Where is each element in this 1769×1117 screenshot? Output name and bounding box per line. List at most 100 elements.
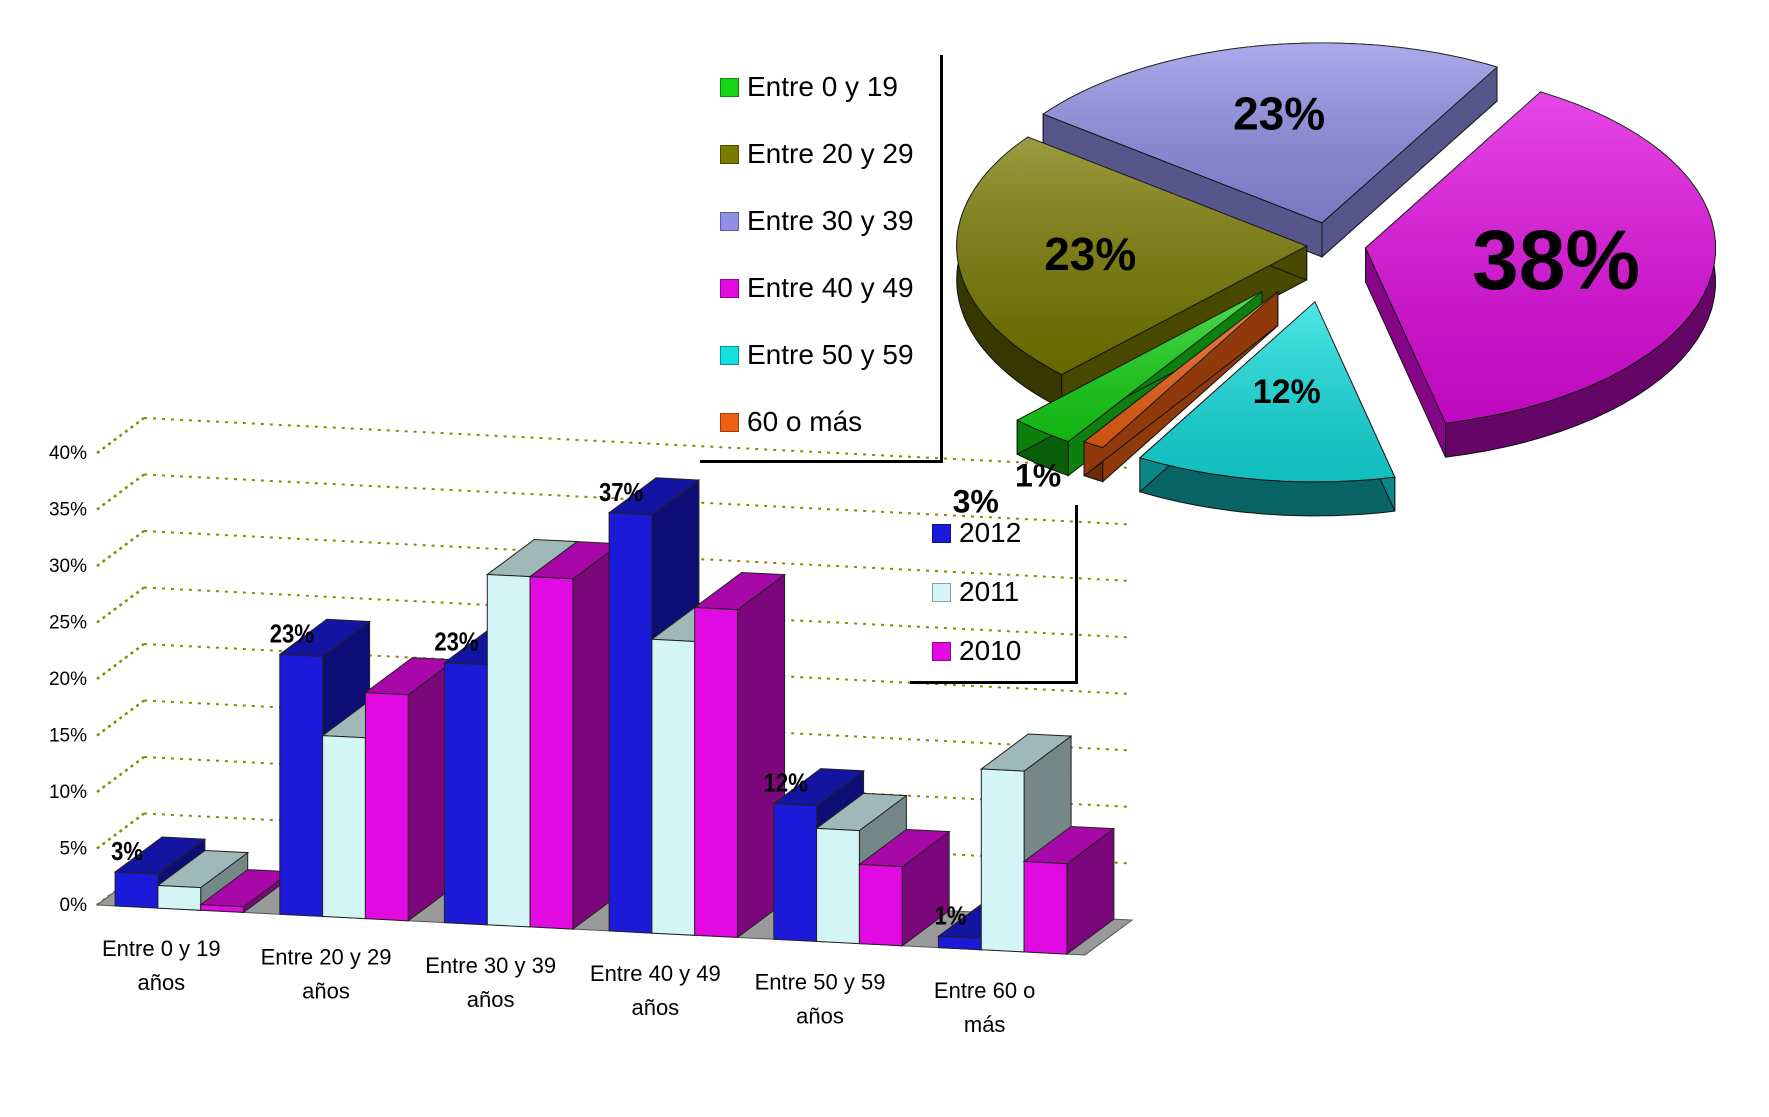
bar-front-face bbox=[114, 871, 159, 909]
legend-swatch bbox=[720, 211, 739, 231]
x-tick-label: Entre 40 y 49 años bbox=[590, 961, 721, 1020]
bar-front-face bbox=[157, 884, 202, 911]
bar-front-face bbox=[858, 863, 903, 947]
data-label: 23% bbox=[434, 628, 478, 657]
data-label: 23% bbox=[270, 620, 314, 649]
pie-legend-item: 60 o más bbox=[720, 406, 862, 438]
grid-side-line bbox=[96, 642, 145, 681]
grid-side-line bbox=[96, 586, 145, 624]
pie-slice-shading bbox=[1017, 291, 1262, 442]
data-label: 12% bbox=[764, 769, 808, 798]
y-tick-label: 0% bbox=[60, 895, 88, 916]
bar-2010-4 bbox=[693, 571, 787, 939]
legend-label: Entre 0 y 19 bbox=[747, 71, 898, 102]
legend-label: Entre 50 y 59 bbox=[747, 339, 914, 370]
legend-swatch bbox=[932, 641, 951, 661]
bar-front-face bbox=[773, 803, 818, 942]
pie-value-label: 3% bbox=[953, 484, 999, 520]
pie-slice-shading bbox=[1084, 291, 1278, 448]
pie-slice-4 bbox=[1364, 90, 1717, 458]
bar-2010-6 bbox=[1022, 825, 1116, 956]
pie-slice-shading bbox=[1139, 301, 1395, 482]
legend-label: 2010 bbox=[959, 635, 1022, 666]
pie-slice-2 bbox=[956, 136, 1308, 410]
bar-front-face bbox=[529, 576, 574, 930]
data-label: 37% bbox=[599, 478, 643, 507]
legend-swatch bbox=[720, 412, 739, 432]
bar-chart-data-labels: 3% 23% 23% 37% 12% 1% bbox=[111, 478, 966, 931]
pie-legend-item: Entre 50 y 59 bbox=[720, 339, 914, 371]
bar-front-face bbox=[694, 606, 739, 938]
grid-line bbox=[143, 530, 1133, 582]
pie-legend-item: Entre 0 y 19 bbox=[720, 71, 898, 103]
x-tick-label: Entre 0 y 19 años bbox=[102, 936, 221, 995]
pie-slice-3 bbox=[1042, 42, 1499, 259]
grid-side-line bbox=[96, 699, 145, 737]
bar-chart-y-tick-labels: 0% 5% 10% 15% 20% 25% 30% 35% 40% bbox=[49, 443, 87, 916]
legend-swatch bbox=[720, 77, 739, 97]
y-tick-label: 15% bbox=[49, 726, 87, 747]
bar-front-face bbox=[200, 904, 245, 913]
bar-legend-item: 2010 bbox=[932, 635, 1021, 667]
pie-chart-value-labels: 23% 23% 38% 3% 1% 12% bbox=[953, 88, 1641, 520]
bar-front-face bbox=[322, 735, 366, 920]
pie-slice-shading bbox=[956, 137, 1307, 375]
legend-label: Entre 20 y 29 bbox=[747, 138, 914, 169]
legend-swatch bbox=[720, 278, 739, 298]
grid-line bbox=[143, 417, 1133, 469]
bar-front-face bbox=[816, 827, 860, 945]
grid-side-line bbox=[96, 755, 145, 794]
legend-swatch bbox=[932, 523, 951, 543]
bar-legend-item: 2012 bbox=[932, 517, 1021, 549]
pie-value-label: 23% bbox=[1044, 228, 1136, 280]
bar-front-face bbox=[279, 653, 324, 917]
legend-label: Entre 40 y 49 bbox=[747, 272, 914, 303]
pie-value-label: 1% bbox=[1015, 458, 1061, 494]
grid-line bbox=[143, 586, 1133, 639]
bar-front-face bbox=[486, 573, 531, 928]
bar-2010-2 bbox=[363, 657, 457, 922]
legend-swatch bbox=[720, 345, 739, 365]
bar-front-face bbox=[1023, 860, 1068, 955]
bar-2010-3 bbox=[528, 541, 622, 931]
legend-label: Entre 30 y 39 bbox=[747, 205, 914, 236]
bar-2010-1 bbox=[199, 869, 293, 914]
pie-value-label: 12% bbox=[1253, 373, 1321, 411]
x-tick-label: Entre 60 o más bbox=[934, 978, 1036, 1037]
bar-chart-bars bbox=[113, 477, 1116, 956]
pie-slice-5 bbox=[1138, 300, 1396, 517]
pie-legend: Entre 0 y 19 Entre 20 y 29 Entre 30 y 39 En… bbox=[700, 55, 943, 463]
bar-legend: 2012 2011 2010 bbox=[910, 505, 1078, 684]
legend-swatch bbox=[932, 582, 951, 602]
x-tick-label: Entre 30 y 39 años bbox=[425, 953, 556, 1012]
pie-value-label: 23% bbox=[1233, 88, 1325, 140]
x-tick-label: Entre 50 y 59 años bbox=[755, 970, 886, 1029]
x-tick-label: Entre 20 y 29 años bbox=[261, 945, 392, 1004]
legend-swatch bbox=[720, 144, 739, 164]
legend-label: 60 o más bbox=[747, 406, 863, 437]
data-label: 1% bbox=[935, 902, 967, 931]
bar-2010-5 bbox=[857, 828, 951, 947]
data-label: 3% bbox=[111, 837, 143, 866]
bar-front-face bbox=[364, 692, 409, 922]
bar-front-face bbox=[937, 935, 982, 951]
grid-side-line bbox=[96, 812, 145, 850]
grid-side-line bbox=[96, 529, 145, 568]
y-tick-label: 25% bbox=[49, 613, 87, 634]
bar-front-face bbox=[651, 638, 696, 936]
y-tick-label: 40% bbox=[49, 443, 87, 464]
grid-side-line bbox=[96, 473, 145, 511]
pie-slice-6 bbox=[1082, 290, 1279, 483]
bar-front-face bbox=[608, 512, 653, 934]
bar-chart-x-tick-labels: Entre 0 y 19 años Entre 20 y 29 años Entre 3… bbox=[102, 936, 1035, 1037]
pie-legend-item: Entre 20 y 29 bbox=[720, 138, 914, 170]
grid-line bbox=[143, 473, 1133, 526]
y-tick-label: 30% bbox=[49, 556, 87, 577]
grid-side-line bbox=[96, 416, 145, 455]
bar-front-face bbox=[443, 662, 488, 926]
pie-chart bbox=[956, 42, 1717, 517]
y-tick-label: 20% bbox=[49, 669, 87, 690]
pie-legend-item: Entre 40 y 49 bbox=[720, 272, 914, 304]
pie-slice-shading bbox=[1043, 43, 1497, 223]
